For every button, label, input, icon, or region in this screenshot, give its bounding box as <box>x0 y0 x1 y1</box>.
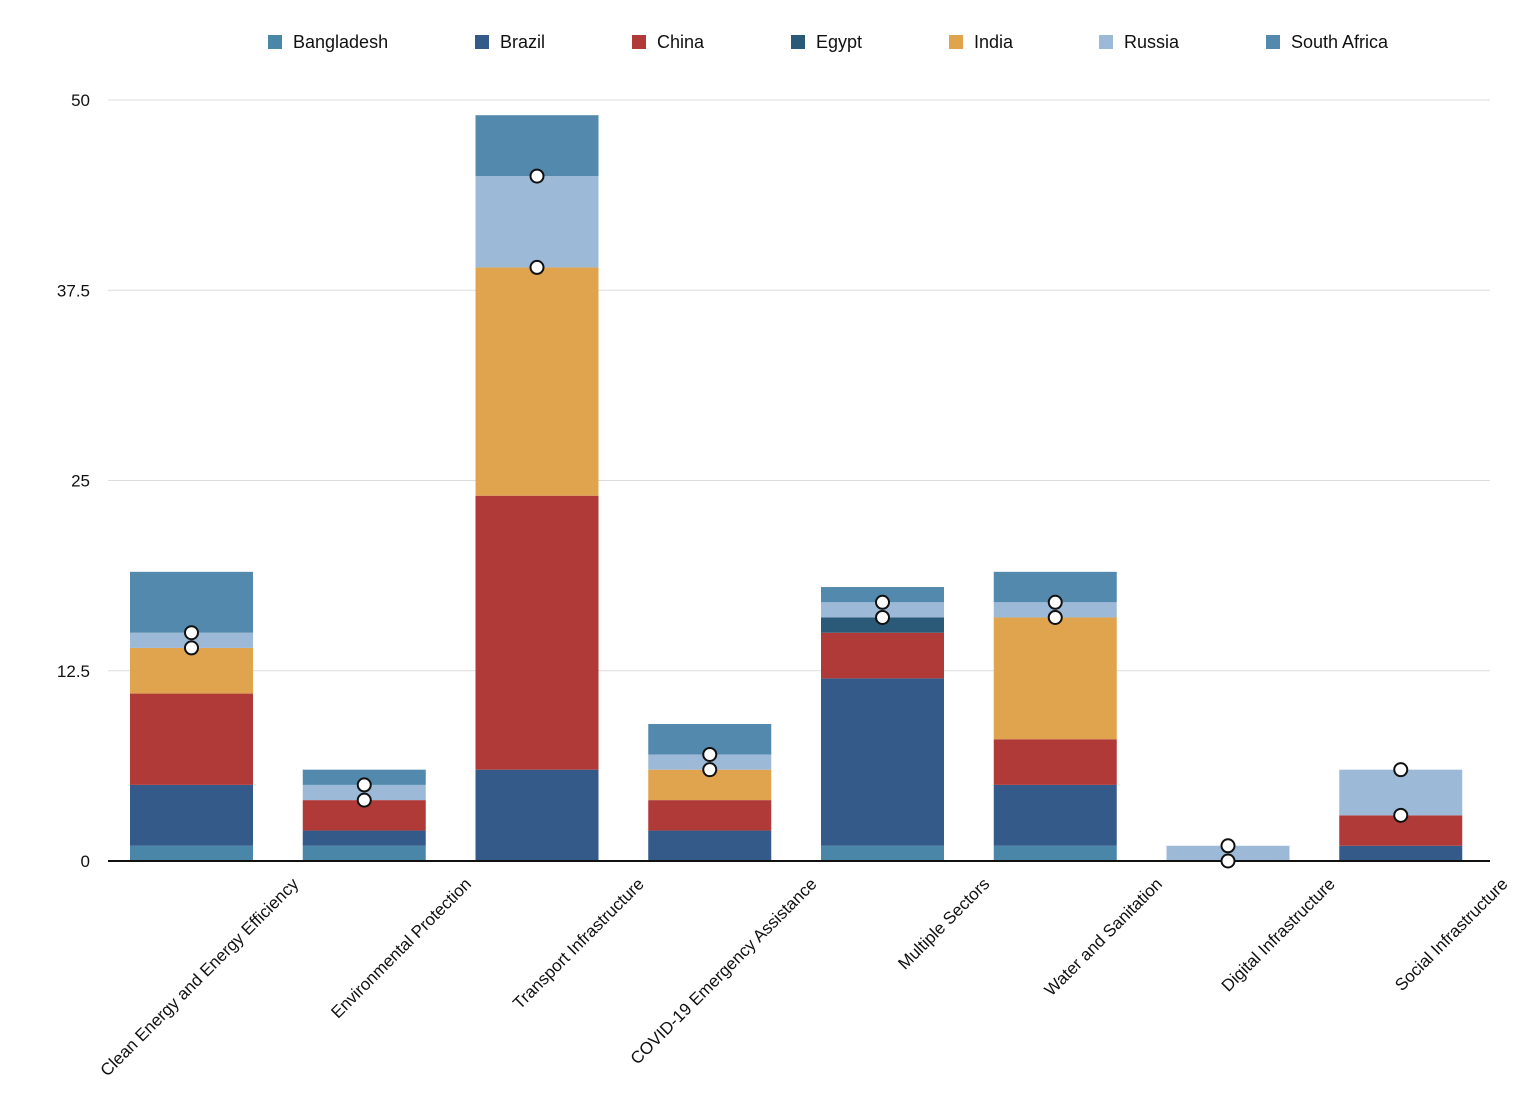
y-tick-label: 25 <box>71 472 90 491</box>
legend-swatch <box>475 35 489 49</box>
bar-segment <box>648 800 772 831</box>
x-tick-label: Multiple Sectors <box>894 874 993 973</box>
legend-item: Egypt <box>791 30 862 54</box>
legend-swatch <box>1099 35 1113 49</box>
bar-segment <box>130 647 253 694</box>
legend-label: India <box>974 31 1014 52</box>
bar-segment <box>475 495 599 770</box>
bar-segment <box>130 693 253 785</box>
legend-item: Bangladesh <box>268 30 388 54</box>
bar-segment <box>475 115 599 177</box>
bar-segment <box>302 830 426 846</box>
marker-point <box>184 640 199 656</box>
y-tick-label: 50 <box>71 91 90 110</box>
marker-point <box>184 625 199 641</box>
legend-label: Bangladesh <box>293 31 389 52</box>
legend-item: South Africa <box>1266 30 1388 54</box>
bar-segment <box>821 587 944 603</box>
y-tick-label: 0 <box>81 852 90 871</box>
bar-segment <box>302 845 426 861</box>
legend-label: South Africa <box>1291 31 1389 52</box>
legend-item: India <box>949 30 1013 54</box>
bar-segment <box>302 769 426 785</box>
legend-label: Brazil <box>500 31 546 52</box>
x-tick-label: COVID-19 Emergency Assistance <box>627 874 821 1068</box>
bar-segment <box>821 602 944 618</box>
marker-point <box>529 168 545 184</box>
bar-segment <box>130 845 253 861</box>
marker-point <box>356 777 372 793</box>
bar-segment <box>821 678 944 846</box>
marker-point <box>702 746 718 762</box>
x-tick-label: Water and Sanitation <box>1041 874 1166 999</box>
legend-item: Russia <box>1099 30 1179 54</box>
marker-point <box>1047 609 1063 625</box>
bar-segment <box>1339 845 1463 861</box>
bar-segment <box>130 632 253 648</box>
bar-segment <box>993 784 1117 846</box>
bar-segment <box>993 845 1117 861</box>
bar-segment <box>993 602 1117 618</box>
y-tick-label: 37.5 <box>57 281 90 300</box>
legend-item: China <box>632 30 704 54</box>
legend-label: Egypt <box>816 31 863 52</box>
legend-label: China <box>657 31 705 52</box>
marker-point <box>1393 807 1409 823</box>
bar-segment <box>648 830 772 861</box>
legend-swatch <box>632 35 646 49</box>
bar-segment <box>475 267 599 496</box>
legend-swatch <box>791 35 805 49</box>
bar-segment <box>821 617 944 633</box>
legend-label: Russia <box>1124 31 1180 52</box>
x-tick-label: Clean Energy and Energy Efficiency <box>97 874 303 1080</box>
bar-segment <box>475 769 599 861</box>
bar-segment <box>821 632 944 679</box>
bar-segment <box>821 845 944 861</box>
marker-point <box>1393 762 1409 778</box>
x-tick-label: Environmental Protection <box>327 874 475 1022</box>
bar-segment <box>993 739 1117 785</box>
x-tick-label: Social Infrastructure <box>1391 874 1511 994</box>
marker-point <box>875 594 890 610</box>
bar-segment <box>1166 845 1290 861</box>
legend: Bangladesh Brazil China Egypt India Russia Sou… <box>0 30 1534 54</box>
x-tick-label: Transport Infrastructure <box>509 874 648 1013</box>
legend-swatch <box>949 35 963 49</box>
y-tick-label: 12.5 <box>57 662 90 681</box>
bar-segment <box>302 784 426 801</box>
marker-point <box>1047 594 1063 610</box>
marker-point <box>529 259 545 275</box>
marker-point <box>356 792 372 808</box>
bar-segment <box>993 617 1117 740</box>
bar-segment <box>648 754 772 770</box>
bar-segment <box>130 571 253 633</box>
legend-swatch <box>268 35 282 49</box>
legend-swatch <box>1266 35 1280 49</box>
x-tick-label: Digital Infrastructure <box>1218 874 1339 995</box>
marker-point <box>702 762 718 778</box>
bar-segment <box>475 176 599 268</box>
marker-point <box>1220 853 1236 869</box>
marker-point <box>1220 838 1236 854</box>
legend-item: Brazil <box>475 30 545 54</box>
bar-segment <box>130 784 253 846</box>
marker-point <box>875 609 890 625</box>
bar-segment <box>1339 769 1463 816</box>
